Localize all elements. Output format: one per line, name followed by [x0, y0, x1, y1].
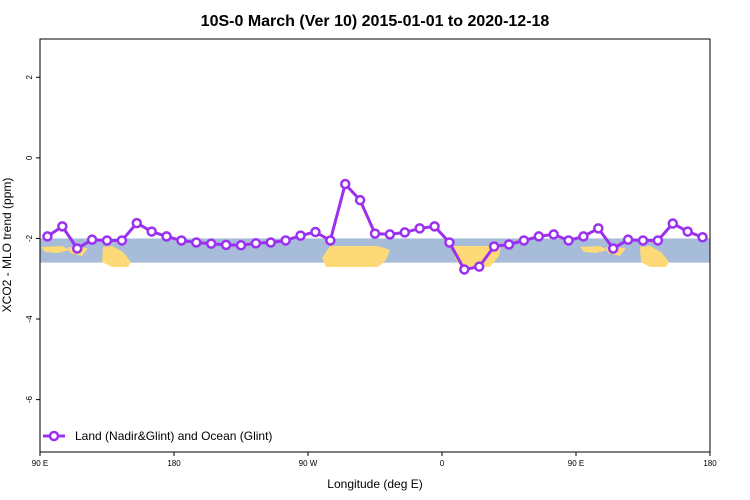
data-point-13 — [235, 240, 247, 251]
legend-marker — [48, 430, 60, 442]
sea-islands-shape-1 — [41, 246, 70, 253]
data-point-16 — [280, 235, 291, 246]
data-point-41 — [652, 235, 664, 246]
data-point-21 — [354, 194, 366, 206]
australia-shape-2 — [640, 246, 669, 267]
data-point-32 — [518, 235, 530, 246]
data-point-34 — [548, 229, 559, 240]
data-point-15 — [265, 237, 277, 248]
data-point-12 — [220, 239, 232, 251]
x-axis: 90 E 180 90 W 0 90 E 180 — [32, 452, 717, 468]
data-point-24 — [399, 227, 411, 238]
y-tick-label-4: -6 — [25, 396, 34, 404]
data-point-40 — [637, 235, 649, 246]
data-point-42 — [667, 218, 679, 229]
data-point-25 — [414, 223, 425, 234]
data-point-14 — [250, 238, 262, 249]
data-point-28 — [459, 264, 470, 275]
plot-frame — [39, 38, 711, 453]
data-point-35 — [563, 235, 574, 246]
data-point-23 — [384, 229, 396, 240]
x-tick-label-2: 90 W — [299, 459, 318, 468]
data-point-36 — [578, 231, 589, 242]
data-point-18 — [310, 226, 321, 238]
data-point-44 — [697, 231, 708, 243]
data-point-6 — [131, 217, 143, 229]
x-axis-label: Longitude (deg E) — [327, 477, 422, 491]
data-point-29 — [473, 261, 485, 272]
data-point-26 — [429, 221, 440, 232]
data-point-39 — [622, 234, 634, 245]
data-point-30 — [488, 241, 500, 252]
chart-title: 10S-0 March (Ver 10) 2015-01-01 to 2020-… — [201, 13, 550, 30]
data-point-1 — [57, 221, 68, 232]
data-point-5 — [116, 235, 128, 246]
data-point-9 — [176, 235, 187, 246]
data-point-19 — [325, 235, 336, 246]
data-point-33 — [533, 231, 545, 242]
x-tick-label-4: 90 E — [568, 459, 584, 468]
data-point-4 — [101, 235, 113, 246]
y-tick-label-3: -4 — [25, 315, 34, 323]
x-tick-label-5: 180 — [703, 459, 717, 468]
legend: Land (Nadir&Glint) and Ocean (Glint) — [43, 429, 272, 443]
data-point-0 — [42, 231, 53, 242]
x-tick-label-3: 0 — [440, 459, 445, 468]
y-tick-label-0: 2 — [25, 75, 34, 80]
y-axis: 2 0 -2 -4 -6 — [25, 75, 40, 404]
data-point-11 — [205, 238, 217, 249]
data-point-8 — [161, 231, 172, 242]
data-point-27 — [444, 237, 455, 248]
data-point-22 — [369, 228, 381, 239]
data-point-43 — [682, 226, 693, 237]
data-point-37 — [593, 223, 604, 234]
y-axis-label: XCO2 - MLO trend (ppm) — [0, 178, 14, 313]
series-group — [42, 178, 708, 275]
y-tick-label-1: 0 — [25, 155, 34, 160]
data-point-20 — [339, 178, 351, 190]
data-point-17 — [295, 230, 306, 241]
x-tick-label-1: 180 — [167, 459, 181, 468]
x-tick-label-0: 90 E — [32, 459, 48, 468]
data-point-31 — [503, 239, 515, 250]
data-point-3 — [86, 234, 98, 245]
data-point-10 — [191, 237, 202, 248]
data-point-7 — [146, 226, 157, 237]
legend-label: Land (Nadir&Glint) and Ocean (Glint) — [75, 429, 272, 443]
data-point-2 — [71, 243, 83, 254]
sea-islands-shape-2 — [580, 246, 608, 253]
y-tick-label-2: -2 — [25, 234, 34, 242]
south-america-shape — [322, 246, 390, 267]
data-point-38 — [607, 243, 619, 254]
australia-shape-1 — [102, 246, 131, 267]
